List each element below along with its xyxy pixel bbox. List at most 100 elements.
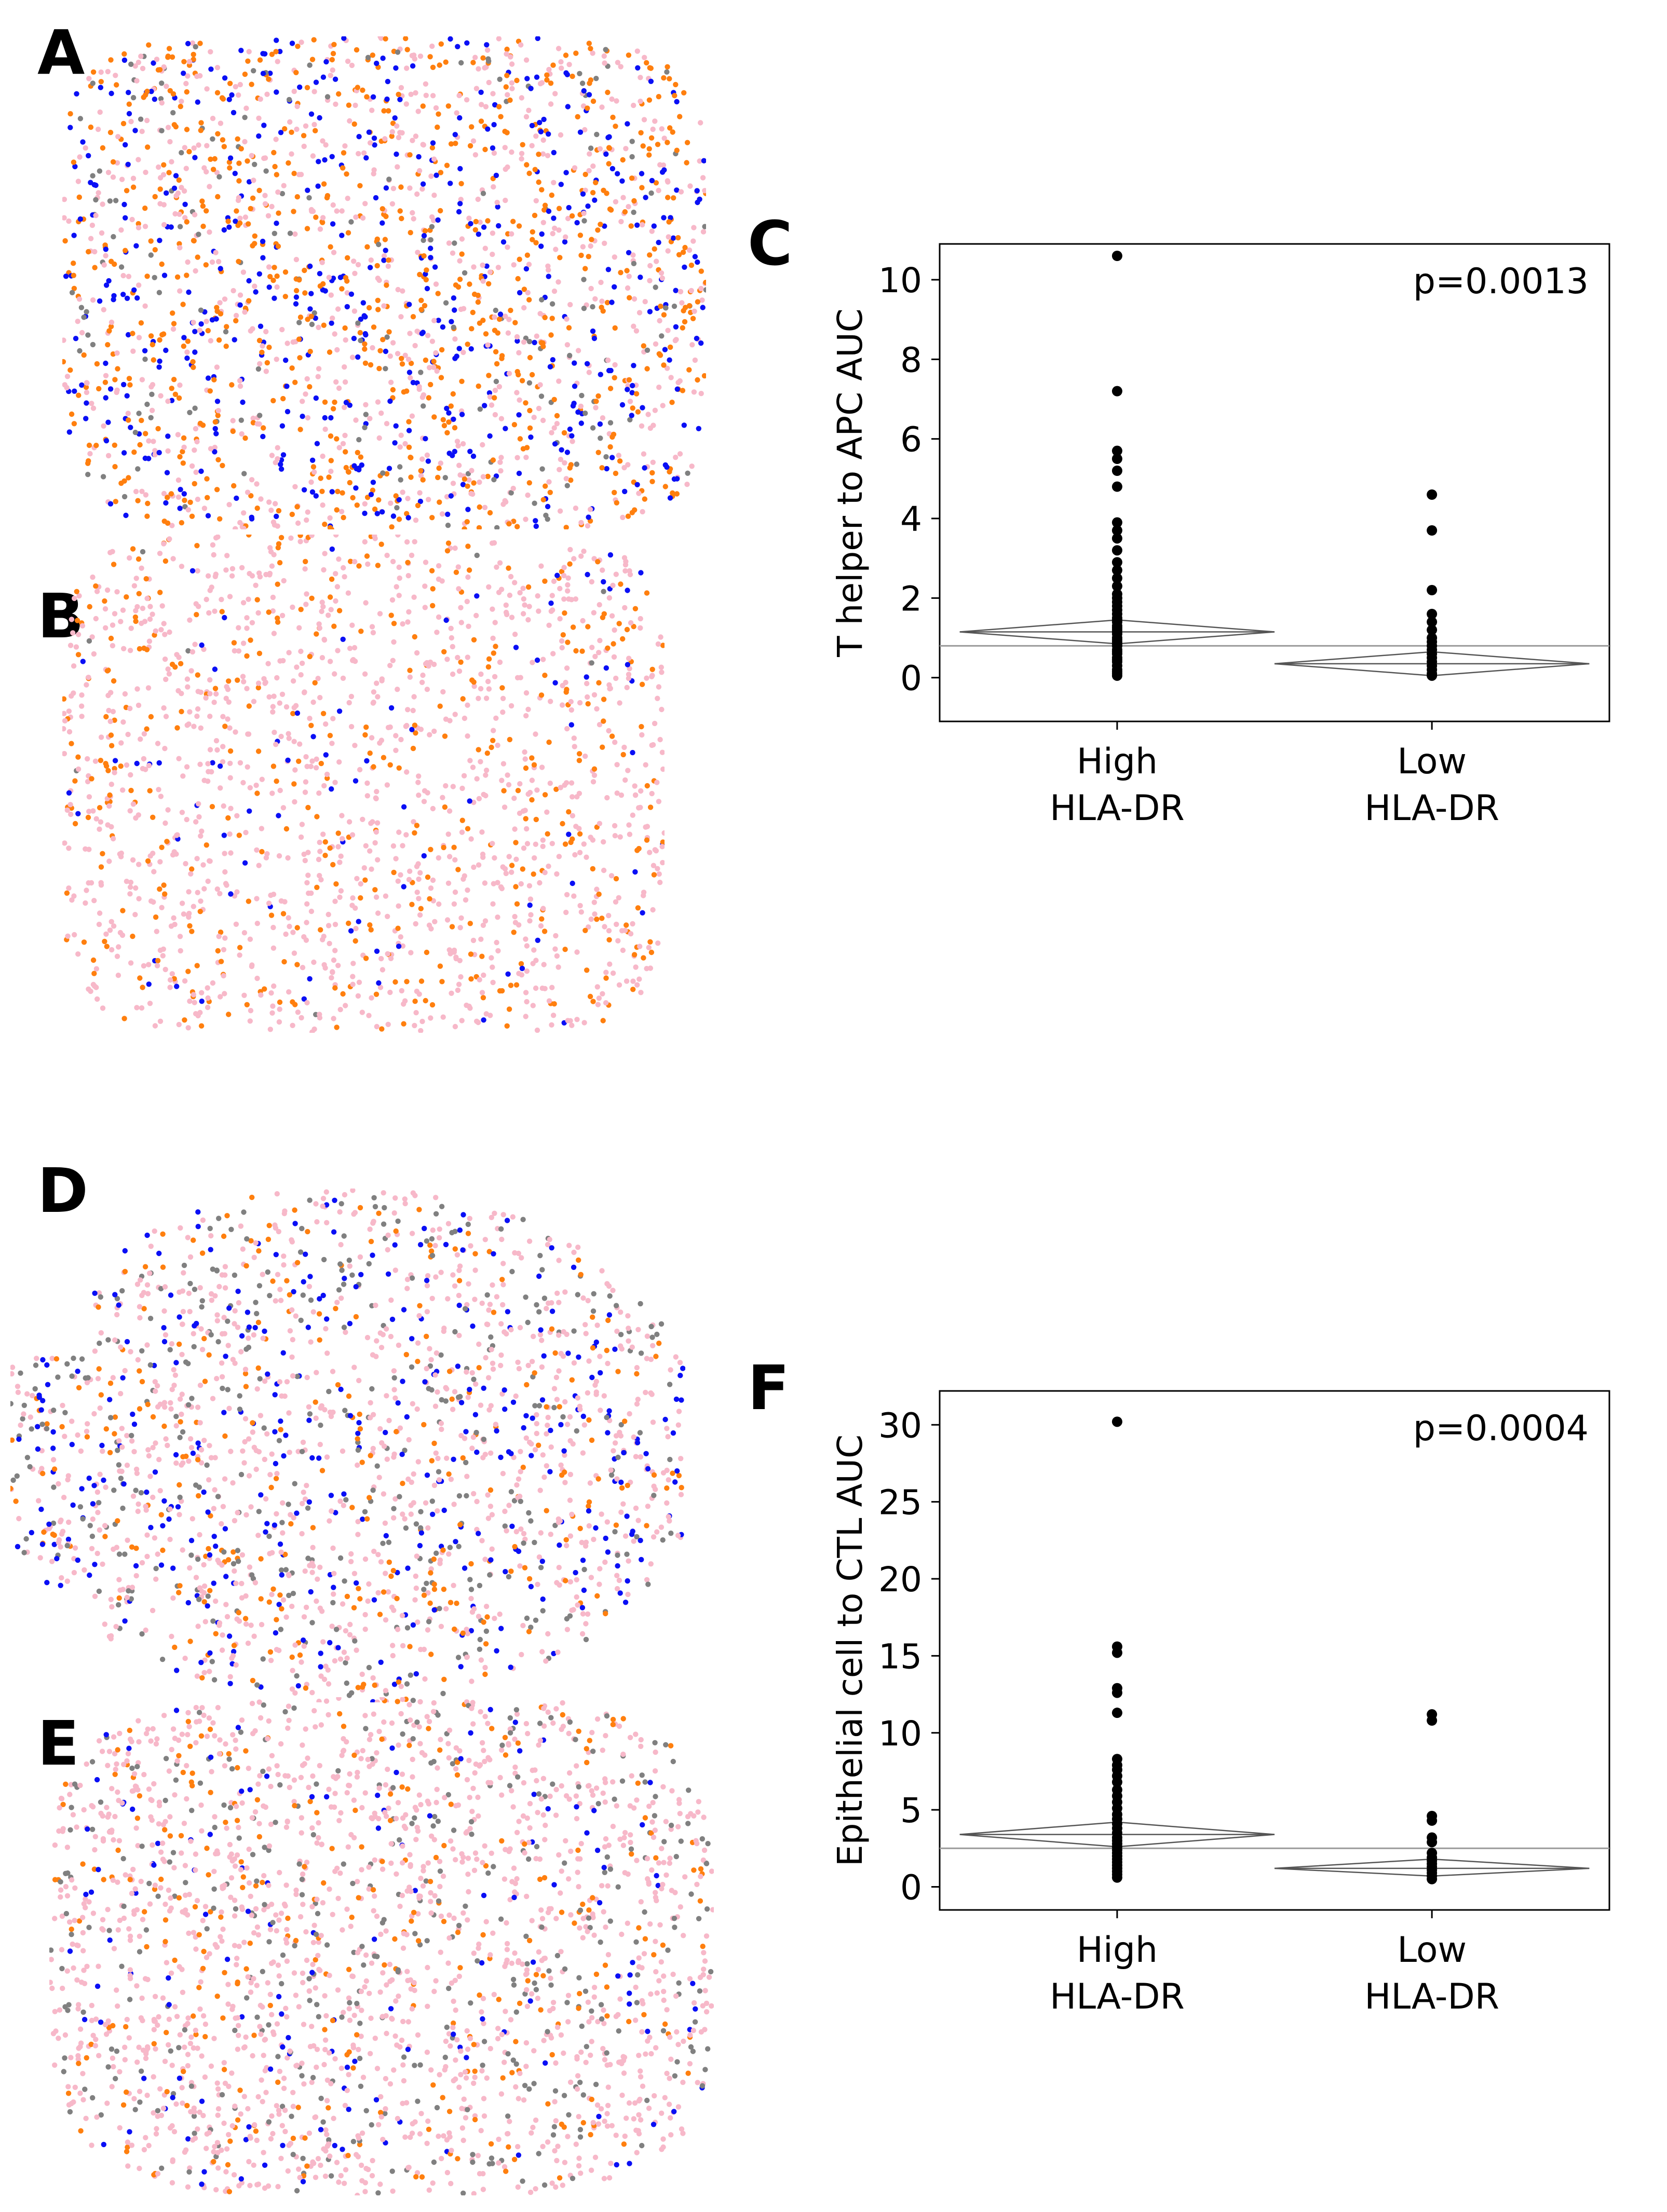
cell-dot-orange — [636, 845, 642, 852]
cell-dot-orange — [174, 274, 181, 280]
cell-dot-pink — [237, 383, 243, 389]
cell-dot-pink — [269, 563, 275, 569]
cell-dot-orange — [524, 162, 530, 168]
cell-dot-pink — [529, 143, 535, 148]
cell-dot-pink — [326, 911, 331, 918]
cell-dot-pink — [66, 885, 72, 891]
cell-dot-pink — [117, 930, 124, 936]
cell-dot-pink — [62, 726, 66, 732]
cell-dot-blue — [277, 49, 283, 54]
cell-dot-pink — [94, 1489, 101, 1495]
cell-dot-pink — [193, 1575, 199, 1580]
cell-dot-pink — [409, 552, 415, 558]
cell-dot-pink — [521, 596, 526, 602]
cell-dot-orange — [98, 864, 104, 870]
cell-dot-pink — [220, 744, 226, 749]
cell-dot-pink — [319, 608, 324, 615]
cell-dot-pink — [692, 357, 698, 363]
cell-dot-pink — [602, 240, 607, 246]
cell-dot-orange — [331, 623, 337, 629]
cell-dot-blue — [221, 1410, 227, 1415]
cell-dot-pink — [613, 675, 619, 681]
cell-dot-pink — [622, 568, 628, 574]
cell-dot-blue — [355, 1430, 361, 1436]
cell-dot-blue — [533, 523, 539, 529]
cell-dot-orange — [177, 454, 183, 460]
cell-dot-orange — [329, 576, 335, 582]
cell-dot-pink — [596, 995, 602, 1001]
cell-dot-orange — [172, 391, 179, 397]
cell-dot-pink — [315, 374, 321, 379]
cell-dot-pink — [514, 334, 520, 340]
cell-dot-blue — [279, 423, 286, 429]
cell-dot-pink — [533, 731, 538, 737]
cell-dot-orange — [517, 256, 522, 262]
cell-dot-pink — [418, 473, 424, 479]
cell-dot-gray — [128, 1596, 134, 1602]
cell-dot-pink — [397, 575, 402, 581]
cell-dot-orange — [414, 823, 420, 828]
cell-dot-orange — [513, 840, 519, 845]
cell-dot-pink — [386, 1417, 392, 1424]
cell-dot-pink — [630, 252, 636, 258]
cell-dot-pink — [559, 638, 565, 644]
cell-dot-pink — [502, 1508, 508, 1514]
cell-dot-blue — [84, 400, 89, 406]
cell-dot-pink — [443, 716, 449, 722]
cell-dot-pink — [590, 50, 595, 56]
cell-dot-pink — [122, 1368, 128, 1374]
cell-dot-pink — [537, 880, 543, 886]
cell-dot-orange — [90, 69, 97, 75]
cell-dot-orange — [468, 1561, 474, 1567]
cell-dot-pink — [258, 496, 264, 502]
cell-dot-pink — [404, 769, 410, 775]
cell-dot-pink — [247, 785, 253, 790]
cell-dot-pink — [136, 282, 142, 288]
cell-dot-orange — [452, 425, 458, 431]
cell-dot-orange — [586, 254, 591, 260]
cell-dot-pink — [656, 684, 662, 690]
cell-dot-orange — [468, 951, 474, 957]
cell-dot-pink — [414, 864, 420, 869]
cell-dot-blue — [142, 348, 148, 353]
cell-dot-orange — [152, 632, 157, 638]
cell-dot-blue — [452, 448, 457, 455]
cell-dot-pink — [388, 955, 394, 961]
cell-dot-blue — [695, 199, 700, 206]
cell-dot-blue — [221, 832, 227, 838]
cell-dot-pink — [323, 142, 329, 148]
cell-dot-orange — [91, 971, 97, 976]
cell-dot-pink — [332, 948, 338, 953]
cell-dot-orange — [600, 308, 606, 314]
cell-dot-pink — [402, 1516, 408, 1522]
cell-dot-orange — [478, 118, 484, 124]
cell-dot-orange — [324, 195, 330, 201]
cell-dot-gray — [121, 494, 128, 500]
cell-dot-orange — [302, 290, 308, 296]
cell-dot-orange — [195, 672, 200, 678]
cell-dot-blue — [604, 466, 609, 472]
cell-dot-pink — [148, 1244, 154, 1249]
cell-dot-pink — [349, 354, 356, 360]
cell-dot-gray — [452, 240, 457, 246]
cell-dot-pink — [372, 840, 378, 846]
cell-dot-gray — [371, 1195, 377, 1200]
cell-dot-orange — [340, 991, 346, 997]
cell-dot-blue — [80, 659, 86, 664]
cell-dot-gray — [87, 1523, 93, 1528]
cell-dot-pink — [132, 63, 138, 69]
cell-dot-pink — [328, 1413, 334, 1419]
cell-dot-pink — [139, 1005, 145, 1011]
cell-dot-pink — [638, 990, 644, 995]
cell-dot-pink — [584, 680, 590, 687]
cell-dot-blue — [134, 760, 140, 767]
cell-dot-blue — [397, 97, 403, 102]
cell-dot-pink — [546, 622, 552, 628]
cell-dot-pink — [278, 898, 284, 904]
cell-dot-orange — [644, 837, 650, 843]
cell-dot-pink — [79, 330, 85, 336]
cell-dot-pink — [497, 459, 503, 465]
cell-dot-pink — [418, 1028, 424, 1033]
cell-dot-pink — [299, 660, 305, 666]
cell-dot-orange — [289, 365, 295, 371]
